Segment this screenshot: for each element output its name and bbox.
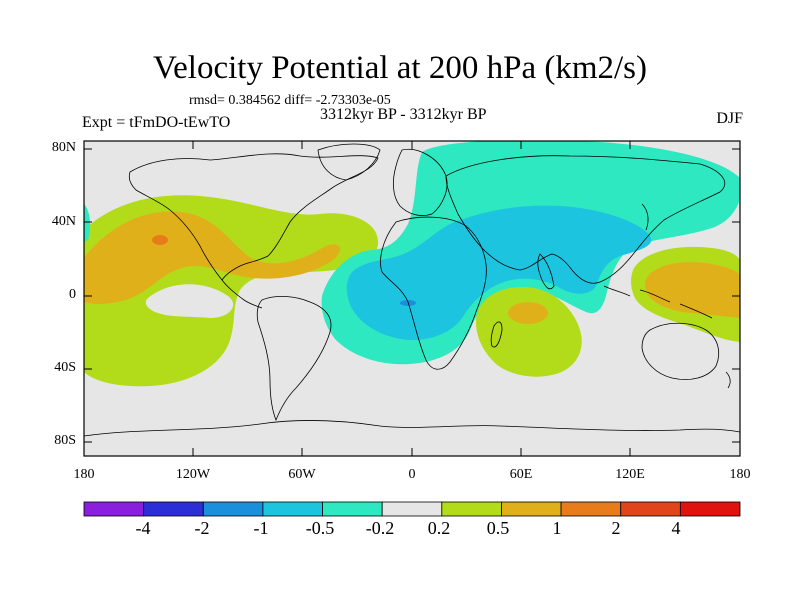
season-label: DJF: [716, 110, 743, 127]
period-label: 3312kyr BP - 3312kyr BP: [320, 106, 487, 123]
contour-orange-npacific: [84, 211, 341, 304]
contour-orange-wpacific: [644, 262, 740, 318]
colorbar-box: [501, 501, 562, 517]
colorbar-box: [620, 501, 681, 517]
colorbar-box: [381, 501, 443, 517]
lon-label-120e: 120E: [615, 467, 645, 482]
colorbar-box: [83, 501, 145, 517]
colorbar-label: -0.2: [365, 518, 395, 538]
lon-label-180e: 180: [729, 467, 751, 482]
colorbar-box: [560, 501, 622, 517]
colorbar-label: 0.5: [486, 518, 510, 538]
contour-darkorange-core: [152, 235, 168, 245]
coastlines: [84, 143, 740, 437]
contour-neutral-epacific: [145, 284, 234, 318]
lon-label-60w: 60W: [288, 467, 316, 482]
lon-label-60e: 60E: [509, 467, 533, 482]
colorbar-label: -1: [253, 518, 269, 538]
colorbar-label: -2: [194, 518, 210, 538]
lat-label-40s: 40S: [54, 360, 76, 375]
colorbar-box: [202, 501, 264, 517]
colorbar-label: 2: [611, 518, 621, 538]
tick-marks: [83, 141, 741, 456]
lat-label-0: 0: [69, 287, 76, 302]
map-title: Velocity Potential at 200 hPa (km2/s): [152, 50, 648, 86]
lon-label-0: 0: [408, 467, 416, 482]
lat-label-40n: 40N: [51, 214, 76, 229]
contour-lightblue-core: [346, 205, 652, 340]
lat-label-80n: 80N: [51, 140, 76, 155]
colorbar-label: 0.2: [427, 518, 451, 538]
colorbar-box: [441, 501, 502, 517]
colorbar: [83, 501, 741, 517]
contour-negative-edge: [84, 204, 91, 242]
contour-fields: [84, 141, 740, 437]
colorbar-label: 1: [552, 518, 562, 538]
contour-positive-indian: [475, 286, 582, 377]
colorbar-box: [262, 501, 323, 517]
colorbar-label: -0.5: [305, 518, 335, 538]
colorbar-box: [143, 501, 204, 517]
colorbar-label: 4: [671, 518, 681, 538]
lat-label-80s: 80S: [54, 433, 76, 448]
colorbar-box: [322, 501, 383, 517]
contour-orange-indian: [508, 302, 548, 324]
lon-label-120w: 120W: [175, 467, 211, 482]
experiment-label: Expt = tFmDO-tEwTO: [82, 114, 231, 131]
colorbar-label: -4: [135, 518, 151, 538]
lon-label-180w: 180: [73, 467, 95, 482]
colorbar-box: [679, 501, 741, 517]
stats-line: rmsd= 0.384562 diff= -2.73303e-05: [189, 93, 391, 108]
